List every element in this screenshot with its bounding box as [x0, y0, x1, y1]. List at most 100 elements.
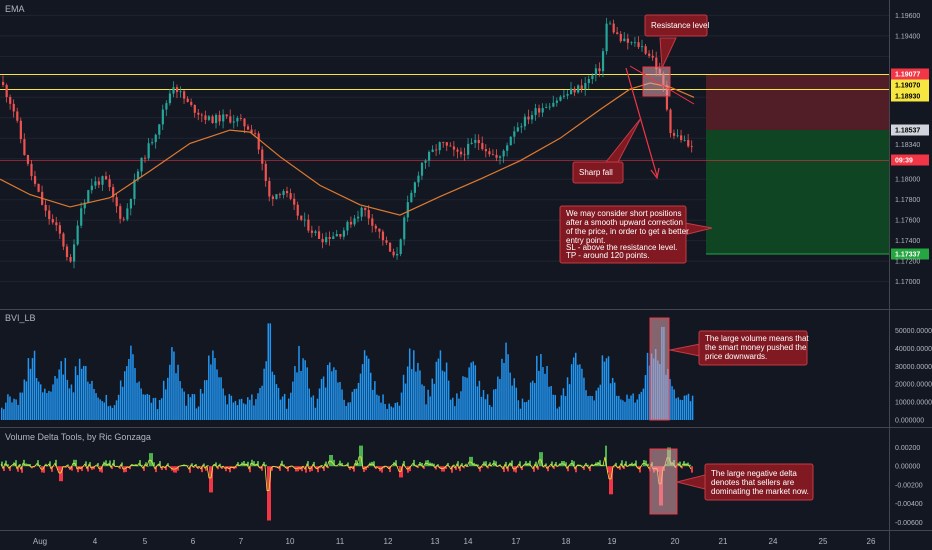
price-tag[interactable] [891, 124, 929, 136]
price-tag[interactable] [891, 90, 929, 102]
volume-bar [620, 399, 622, 420]
date-tick-label: 5 [143, 537, 148, 546]
delta-bar [487, 466, 489, 469]
volume-bar [232, 402, 235, 420]
price-tag[interactable] [891, 248, 929, 260]
volume-bar [449, 399, 452, 420]
delta-bar [97, 463, 99, 467]
volume-bar [673, 389, 675, 420]
volume-bar [269, 323, 272, 420]
delta-bar [417, 466, 419, 469]
volume-bar [388, 403, 390, 420]
resistance-callout[interactable]: Resistance level [644, 14, 709, 69]
delta-callout-pointer [676, 474, 706, 490]
volume-annotation[interactable]: The large volume means that the smart mo… [649, 317, 809, 421]
price-tag[interactable] [891, 68, 929, 80]
delta-bar [533, 466, 535, 472]
delta-bar [167, 463, 169, 467]
volume-bar [570, 364, 573, 420]
sharp-fall-callout[interactable]: Sharp fall [572, 117, 642, 184]
volume-bar [109, 405, 112, 420]
volume-bar [683, 395, 686, 420]
volume-bar [117, 394, 120, 420]
volume-bar [447, 380, 450, 420]
candle-body [637, 42, 640, 48]
volume-axis[interactable]: 50000.000000 40000.000000 30000.000000 2000… [895, 328, 932, 424]
candle-body [513, 131, 516, 137]
volume-bar [292, 381, 294, 420]
volume-bar [589, 395, 591, 420]
candle-body [424, 160, 427, 163]
volume-bar [87, 381, 89, 420]
volume-bar [333, 367, 335, 420]
volume-bar [107, 406, 110, 420]
price-tag[interactable] [891, 79, 929, 91]
candle-body [69, 257, 72, 262]
volume-bar [54, 376, 56, 420]
date-tick-label: 26 [867, 537, 876, 546]
delta-bar [401, 466, 403, 478]
volume-bar [581, 368, 583, 420]
candle-body [538, 108, 541, 113]
volume-bar [415, 371, 417, 420]
delta-callout-box[interactable] [704, 463, 814, 501]
candle-body [200, 114, 203, 116]
candle-body [215, 114, 218, 124]
delta-annotation[interactable]: The large negative delta denotes that se… [649, 448, 814, 515]
delta-highlight-box[interactable] [649, 448, 678, 515]
volume-bar [466, 377, 468, 420]
candle-body [80, 208, 83, 226]
volume-bar [212, 350, 214, 420]
delta-axis[interactable]: 0.00200 0.00000 -0.00200 -0.00400 -0.00600 [895, 445, 923, 527]
delta-bar [227, 466, 229, 469]
delta-bar [471, 456, 473, 467]
delta-bar [383, 466, 385, 469]
time-axis[interactable]: Aug 4 5 6 7 10 11 12 13 14 17 18 19 20 21 24 25 26 [33, 537, 876, 546]
date-tick-label: 12 [384, 537, 393, 546]
sharp-fall-callout-text: Sharp fall [579, 168, 613, 177]
candle-body [541, 108, 544, 113]
delta-bar [55, 459, 57, 467]
volume-bar [103, 402, 105, 420]
plan-line: after a smooth upward correction [566, 218, 683, 227]
candle-body [239, 118, 243, 119]
delta-bar [261, 466, 263, 471]
price-tag[interactable] [891, 154, 929, 166]
delta-bar [389, 466, 391, 473]
delta-bar [201, 466, 203, 473]
volume-bar [144, 394, 146, 420]
sharp-fall-callout-box[interactable] [572, 161, 624, 184]
price-tag-label: 1.19077 [895, 72, 920, 79]
candle-body [126, 208, 129, 220]
volume-bar [642, 388, 645, 420]
delta-bar [105, 460, 107, 467]
delta-bar [463, 466, 465, 469]
volume-bar [138, 381, 140, 420]
stop-loss-zone [706, 74, 889, 130]
delta-bar [339, 460, 341, 467]
volume-bar [341, 389, 343, 420]
delta-bar [95, 465, 97, 467]
resistance-callout-box[interactable] [644, 14, 708, 37]
candle-body [307, 219, 310, 231]
volume-callout-box[interactable] [698, 330, 808, 366]
date-tick-label: 24 [769, 537, 778, 546]
fall-arrow-line[interactable] [625, 67, 658, 177]
volume-bar [681, 400, 684, 420]
candle-body [225, 114, 228, 117]
plan-callout[interactable]: We may consider short positions after a … [559, 205, 713, 264]
date-tick-label: 14 [464, 537, 473, 546]
volume-bar [322, 376, 325, 420]
volume-bar [441, 370, 444, 420]
candle-body [523, 116, 527, 127]
volume-bar [85, 366, 87, 420]
plan-callout-box[interactable] [559, 205, 687, 264]
delta-bar [129, 466, 131, 470]
delta-area [1, 445, 693, 521]
volume-bar [275, 384, 278, 420]
delta-bar [589, 466, 591, 472]
volume-highlight-box[interactable] [649, 317, 670, 421]
volume-bar [478, 380, 481, 420]
price-axis[interactable]: 1.19600 1.19400 1.19077 1.19070 1.18930 1.185… [891, 13, 929, 286]
